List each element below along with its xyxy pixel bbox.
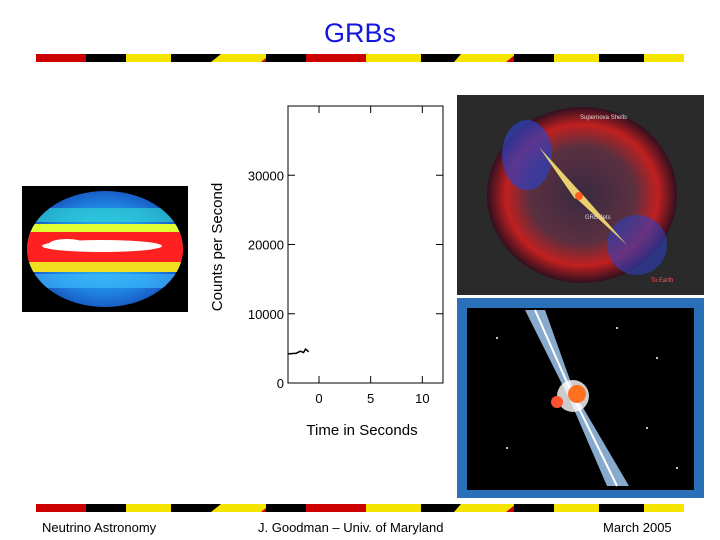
label-to-earth: To Earth [651, 278, 673, 284]
supernova-shells-illustration: Supernova Shells GRB Jets To Earth [457, 95, 704, 295]
x-tick-label: 5 [367, 391, 374, 406]
y-axis-ticks: 0 10000 20000 30000 [248, 168, 443, 391]
x-axis-title: Time in Seconds [306, 422, 417, 439]
footer-center-text: J. Goodman – Univ. of Maryland [258, 520, 444, 535]
footer-left-text: Neutrino Astronomy [42, 520, 157, 535]
slide-title: GRBs [323, 18, 396, 48]
label-supernova-shells: Supernova Shells [580, 115, 627, 121]
grb-jet-illustration [457, 298, 704, 498]
y-axis-title: Counts per Second [209, 183, 226, 311]
x-tick-label: 10 [415, 391, 429, 406]
bottom-stripe [36, 504, 684, 512]
label-grb-jets: GRB Jets [585, 215, 611, 221]
footer-right-text: March 2005 [603, 520, 672, 535]
light-curve-series [287, 347, 310, 355]
y-tick-label: 20000 [248, 238, 284, 253]
series-line [287, 347, 310, 355]
y-tick-label: 10000 [248, 307, 284, 322]
all-sky-map-image [22, 186, 188, 312]
y-tick-label: 0 [277, 376, 284, 391]
top-stripe [36, 54, 684, 62]
x-tick-label: 0 [315, 391, 322, 406]
x-axis-ticks: 0 5 10 [315, 106, 430, 406]
y-tick-label: 30000 [248, 168, 284, 183]
